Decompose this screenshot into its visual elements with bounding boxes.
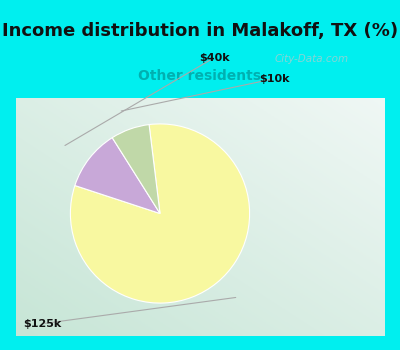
Text: $10k: $10k: [259, 74, 289, 84]
Text: $125k: $125k: [23, 319, 61, 329]
Wedge shape: [112, 125, 160, 214]
Text: $40k: $40k: [199, 53, 229, 63]
Text: City-Data.com: City-Data.com: [275, 55, 349, 64]
Text: Other residents: Other residents: [138, 69, 262, 83]
Wedge shape: [70, 124, 250, 303]
Wedge shape: [75, 138, 160, 214]
Text: Income distribution in Malakoff, TX (%): Income distribution in Malakoff, TX (%): [2, 22, 398, 40]
